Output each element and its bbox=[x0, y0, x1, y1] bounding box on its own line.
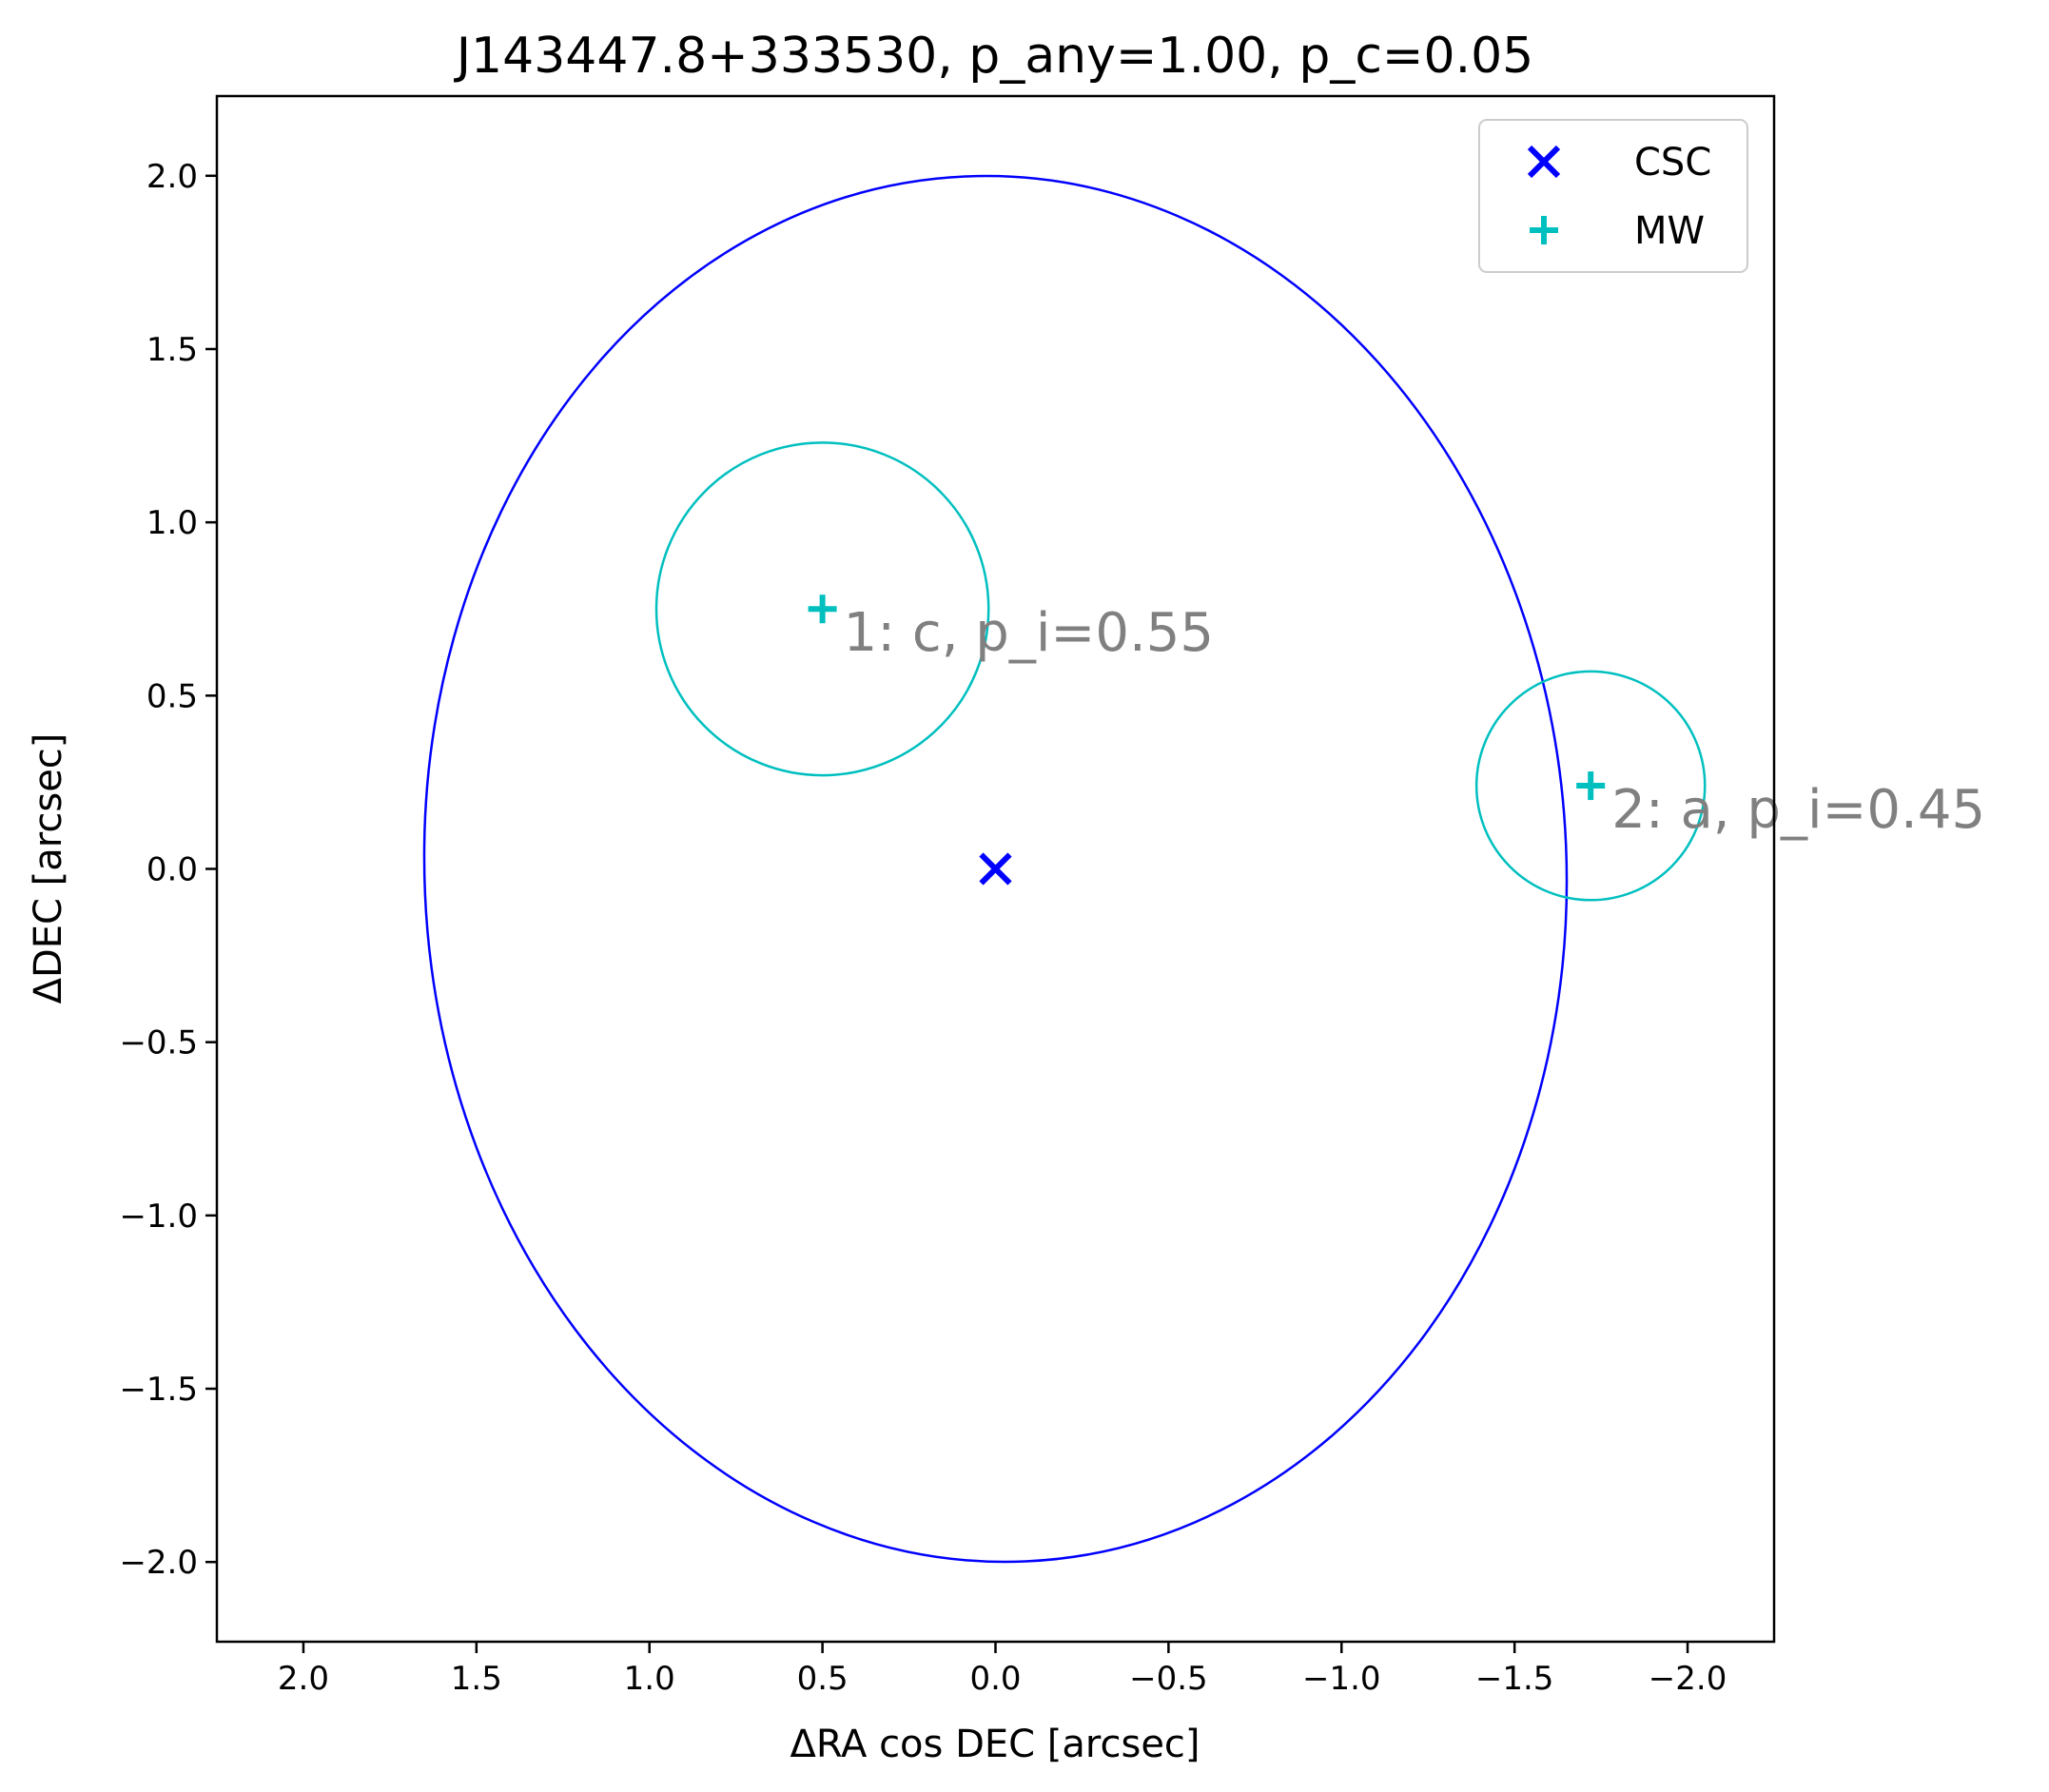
x-tick-label: −1.0 bbox=[1302, 1660, 1381, 1698]
y-tick-label: 0.0 bbox=[146, 851, 198, 889]
x-axis-ticks: 2.0 1.5 1.0 0.5 0.0 −0.5 −1.0 −1.5 −2.0 bbox=[278, 1642, 1727, 1698]
y-tick-label: 1.0 bbox=[146, 504, 198, 542]
mw-point bbox=[808, 594, 837, 624]
marker-stroke bbox=[1527, 145, 1561, 179]
legend-marker-csc bbox=[1527, 145, 1561, 179]
axes-frame bbox=[215, 94, 1776, 1644]
x-tick-label: 1.0 bbox=[624, 1660, 675, 1698]
chart-title: J143447.8+333530, p_any=1.00, p_c=0.05 bbox=[454, 28, 1534, 85]
x-tick-label: −0.5 bbox=[1129, 1660, 1208, 1698]
legend: CSC MW bbox=[1478, 119, 1748, 273]
x-axis-label: ΔRA cos DEC [arcsec] bbox=[790, 1723, 1200, 1766]
point-annotation: 2: a, p_i=0.45 bbox=[1611, 779, 1985, 841]
x-tick-label: −2.0 bbox=[1649, 1660, 1727, 1698]
x-tick-label: −1.5 bbox=[1475, 1660, 1554, 1698]
point-annotation: 1: c, p_i=0.55 bbox=[844, 602, 1214, 664]
x-tick-label: 0.5 bbox=[797, 1660, 849, 1698]
legend-label-mw: MW bbox=[1634, 209, 1705, 253]
legend-marker-mw bbox=[1530, 216, 1558, 244]
y-tick-label: −2.0 bbox=[119, 1544, 198, 1582]
csc-point bbox=[979, 852, 1012, 886]
legend-label-csc: CSC bbox=[1634, 141, 1711, 185]
y-tick-label: 1.5 bbox=[146, 331, 198, 369]
x-tick-label: 2.0 bbox=[278, 1660, 329, 1698]
marker-stroke bbox=[979, 852, 1012, 886]
y-tick-label: −1.0 bbox=[119, 1198, 198, 1236]
y-tick-label: 0.5 bbox=[146, 677, 198, 715]
mw-error-circle bbox=[1474, 670, 1707, 902]
csc-error-ellipse bbox=[422, 174, 1569, 1564]
x-tick-label: 0.0 bbox=[969, 1660, 1021, 1698]
y-tick-label: 2.0 bbox=[146, 158, 198, 196]
mw-error-circle bbox=[654, 441, 990, 777]
y-axis-label: ΔDEC [arcsec] bbox=[27, 733, 70, 1004]
mw-point bbox=[1576, 771, 1606, 801]
x-tick-label: 1.5 bbox=[451, 1660, 502, 1698]
y-tick-label: −0.5 bbox=[119, 1024, 198, 1062]
y-axis-ticks: 2.0 1.5 1.0 0.5 0.0 −0.5 −1.0 −1.5 −2.0 bbox=[119, 158, 217, 1582]
plot-area: 1: c, p_i=0.55 2: a, p_i=0.45 bbox=[422, 174, 1985, 1564]
y-tick-label: −1.5 bbox=[119, 1371, 198, 1409]
